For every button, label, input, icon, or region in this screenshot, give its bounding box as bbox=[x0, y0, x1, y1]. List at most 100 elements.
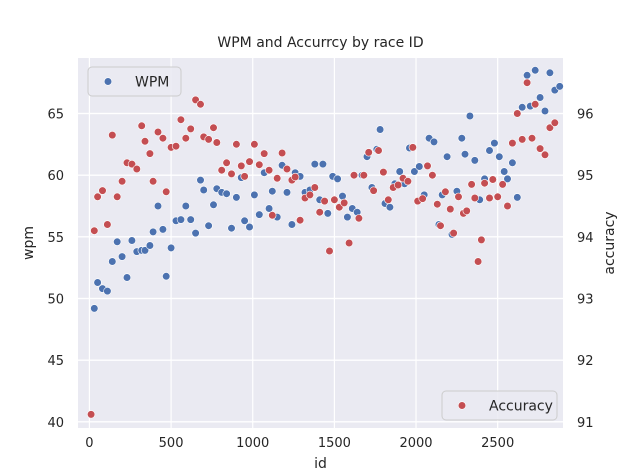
wpm-point bbox=[443, 152, 452, 161]
accuracy-point bbox=[222, 158, 231, 167]
accuracy-point bbox=[232, 140, 241, 149]
wpm-point bbox=[376, 125, 385, 134]
accuracy-point bbox=[436, 221, 445, 230]
wpm-point bbox=[503, 174, 512, 183]
accuracy-point bbox=[250, 140, 259, 149]
wpm-point bbox=[149, 227, 158, 236]
wpm-point bbox=[186, 215, 195, 224]
accuracy-point bbox=[359, 171, 368, 180]
accuracy-point bbox=[93, 192, 102, 201]
accuracy-point bbox=[240, 172, 249, 181]
wpm-point bbox=[535, 93, 545, 102]
wpm-point bbox=[162, 272, 171, 281]
y-axis-left-label: wpm bbox=[21, 226, 37, 260]
wpm-point bbox=[531, 66, 540, 75]
wpm-point bbox=[323, 209, 332, 218]
wpm-point bbox=[457, 134, 466, 143]
wpm-point bbox=[181, 201, 190, 211]
x-tick-label: 0 bbox=[85, 436, 93, 451]
accuracy-point bbox=[518, 135, 527, 144]
y-left-tick-label: 50 bbox=[47, 293, 64, 308]
accuracy-point bbox=[462, 206, 471, 215]
y-axis-right-label: accuracy bbox=[602, 211, 618, 274]
accuracy-point bbox=[364, 148, 373, 157]
accuracy-point bbox=[474, 257, 483, 266]
accuracy-point bbox=[349, 171, 359, 180]
accuracy-point bbox=[477, 235, 486, 244]
accuracy-point bbox=[305, 190, 315, 199]
accuracy-point bbox=[245, 157, 254, 166]
accuracy-point bbox=[330, 195, 339, 204]
wpm-point bbox=[415, 162, 424, 171]
wpm-point bbox=[191, 229, 200, 238]
legend-accuracy-box bbox=[441, 390, 558, 421]
y-left-tick-label: 65 bbox=[47, 108, 64, 123]
wpm-point bbox=[145, 241, 154, 250]
accuracy-point bbox=[493, 192, 502, 201]
accuracy-point bbox=[498, 180, 507, 189]
accuracy-point bbox=[522, 78, 532, 87]
accuracy-point bbox=[196, 100, 205, 109]
wpm-point bbox=[338, 192, 347, 201]
wpm-point bbox=[385, 203, 395, 212]
accuracy-point bbox=[441, 187, 450, 196]
wpm-point bbox=[495, 152, 504, 161]
accuracy-point bbox=[162, 187, 171, 196]
accuracy-point bbox=[446, 205, 455, 214]
wpm-point bbox=[117, 252, 127, 261]
accuracy-point bbox=[315, 208, 324, 217]
wpm-point bbox=[93, 278, 102, 287]
accuracy-point bbox=[113, 192, 122, 201]
accuracy-point bbox=[488, 175, 497, 184]
legend-accuracy-label: Accuracy bbox=[489, 399, 553, 415]
accuracy-point bbox=[86, 410, 96, 419]
accuracy-point bbox=[513, 109, 522, 118]
wpm-point bbox=[250, 190, 259, 199]
data-points bbox=[86, 66, 564, 419]
wpm-point bbox=[465, 111, 475, 121]
accuracy-point bbox=[527, 134, 537, 143]
accuracy-point bbox=[325, 246, 334, 256]
accuracy-point bbox=[503, 201, 512, 211]
wpm-point bbox=[196, 176, 205, 185]
accuracy-point bbox=[171, 142, 181, 151]
wpm-point bbox=[333, 174, 342, 183]
accuracy-point bbox=[282, 164, 292, 174]
accuracy-point bbox=[394, 180, 403, 190]
wpm-point bbox=[153, 201, 163, 211]
wpm-point bbox=[429, 137, 439, 146]
accuracy-point bbox=[374, 146, 383, 155]
accuracy-point bbox=[153, 127, 163, 137]
x-tick-label: 500 bbox=[159, 436, 184, 451]
wpm-point bbox=[343, 213, 352, 222]
wpm-point bbox=[204, 221, 213, 230]
accuracy-point bbox=[423, 161, 432, 170]
accuracy-point bbox=[217, 166, 226, 175]
accuracy-point bbox=[418, 194, 427, 203]
wpm-point bbox=[255, 210, 264, 219]
wpm-point bbox=[555, 82, 564, 91]
wpm-point bbox=[122, 273, 132, 282]
accuracy-point bbox=[137, 121, 146, 130]
y-left-tick-label: 45 bbox=[47, 354, 64, 369]
wpm-point bbox=[513, 193, 522, 202]
accuracy-point bbox=[278, 148, 287, 158]
accuracy-point bbox=[255, 160, 264, 169]
accuracy-point bbox=[145, 149, 154, 158]
y-right-tick-label: 94 bbox=[577, 231, 594, 246]
wpm-point bbox=[318, 160, 328, 169]
x-axis-label: id bbox=[314, 456, 327, 472]
accuracy-point bbox=[98, 186, 107, 195]
y-right-tick-label: 92 bbox=[577, 354, 594, 369]
accuracy-point bbox=[181, 134, 190, 143]
accuracy-point bbox=[117, 177, 127, 186]
accuracy-point bbox=[237, 161, 246, 170]
y-right-tick-label: 93 bbox=[577, 293, 594, 308]
accuracy-point bbox=[480, 179, 489, 188]
y-left-tick-label: 55 bbox=[47, 231, 64, 246]
accuracy-point bbox=[379, 168, 388, 177]
accuracy-point bbox=[433, 200, 442, 209]
wpm-point bbox=[485, 146, 494, 155]
tick-labels: 0 500 1000 1500 2000 2500 40 45 50 55 60 65 91 92 93 94… bbox=[47, 108, 593, 452]
